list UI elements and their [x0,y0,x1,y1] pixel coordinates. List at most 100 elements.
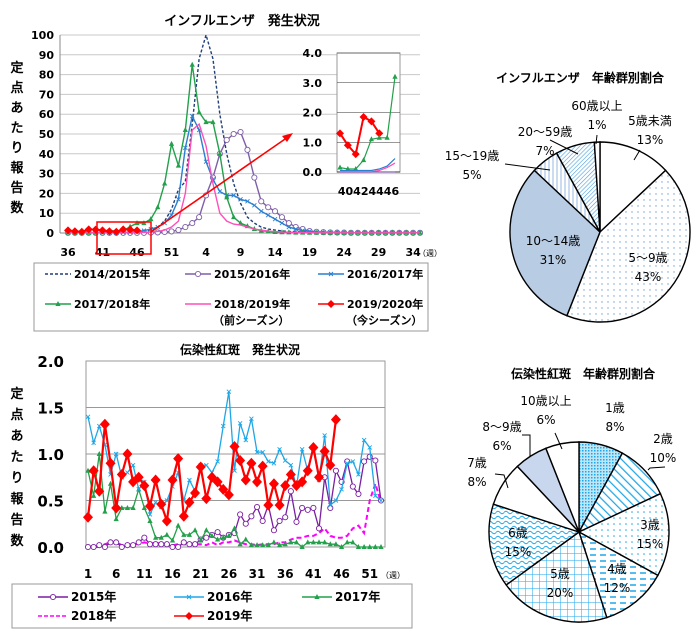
data-point [231,525,238,531]
data-point [277,447,282,452]
data-point [304,506,311,513]
slice-percent: 10% [650,451,677,465]
erythema-y-ticks: 0.0 0.5 1.0 1.5 2.0 [37,353,64,557]
x-tick-label: 36 [277,567,294,581]
data-point [116,468,127,480]
data-point [141,504,147,510]
slice-percent: 12% [604,581,631,595]
data-point [214,536,221,542]
data-point [282,458,288,463]
data-point [111,502,122,514]
inset-data-point [337,164,343,170]
data-point [180,539,187,546]
x-tick-label: 51 [164,246,179,259]
x-tick-label: 24 [336,246,352,259]
data-point [361,544,367,549]
data-point [218,483,229,495]
y-tick-label: 70 [39,88,55,101]
inset-data-point [345,166,351,172]
data-point [350,459,356,464]
pie-slice [488,503,581,586]
slice-label: 10～14歳 [526,234,581,248]
data-point [196,109,202,115]
data-point [245,199,250,204]
legend-item: 2018/2019年 （前シーズン） [185,297,290,327]
slice-label: 4歳 [607,562,627,576]
data-point [209,532,215,538]
data-point [113,539,120,546]
data-point [84,543,92,551]
x-tick-label: 36 [60,246,76,259]
legend-label: 2019年 [207,608,252,623]
slice-percent: 13% [637,133,664,147]
data-point [226,389,232,395]
data-point [178,510,189,522]
influenza-ylabel-char: り [10,141,23,156]
legend-marker [49,593,57,601]
pie-label: 5歳未満 13% [628,114,672,161]
data-point [190,487,201,499]
data-point [113,451,119,457]
data-point [192,541,199,548]
influenza-pie-slices [509,141,691,323]
data-point [356,472,361,477]
data-point [223,489,234,501]
data-point [265,542,271,548]
data-point [316,539,322,545]
data-point [232,468,237,474]
data-point [237,511,244,518]
data-point [146,541,154,548]
leader-line [549,139,579,155]
inset-data-point [359,112,368,121]
data-point [231,193,236,198]
y-tick-label: 1.0 [37,446,64,464]
inset-y-tick-label: 4.0 [303,47,323,60]
data-point [308,441,319,453]
legend-item: 2019年 [174,608,252,623]
slice-label: 3歳 [640,518,660,532]
data-point [224,194,230,200]
data-point [243,536,249,542]
inset-data-point [353,166,359,172]
data-point [84,225,93,234]
data-point [280,480,291,492]
data-point [297,476,308,488]
highlight-box [96,221,152,255]
erythema-x-axis-unit: （週） [381,571,405,580]
y-tick-label: 60 [39,108,55,121]
inset-x-tick-label: 40424446 [338,185,400,198]
data-point [287,488,294,495]
data-point [299,447,305,452]
data-point [201,493,212,505]
legend-label: 2018/2019年 [214,297,290,311]
x-tick-label: 9 [237,246,245,259]
data-point [325,459,336,471]
slice-label: 5～9歳 [628,251,667,265]
data-point [152,541,159,548]
data-point [330,414,341,426]
data-point [278,214,286,221]
data-point [105,227,114,236]
data-point [91,492,97,498]
pie-label: 5～9歳 43% [628,251,667,284]
slice-label: 7歳 [467,456,487,470]
data-point [237,128,244,136]
data-point [293,226,299,232]
data-point [90,543,97,551]
slice-percent: 8% [467,475,486,489]
y-tick-label: 90 [39,49,55,62]
data-point [220,534,226,540]
data-point [355,544,362,549]
inset-data-point [376,134,382,140]
y-tick-label: 20 [39,187,55,200]
influenza-age-pie: インフルエンザ 年齢群別割合 5歳未満 13% 5～9歳 43% 10～14歳 31% 15… [445,70,691,323]
data-point [240,474,251,486]
data-point [88,465,99,477]
data-point [133,226,142,235]
